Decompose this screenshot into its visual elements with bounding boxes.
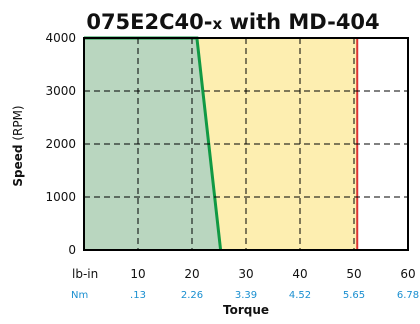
x-tick-label-nm: 2.26 (181, 290, 203, 301)
y-tick-label: 0 (68, 243, 76, 257)
x-tick-label-nm: 3.39 (235, 290, 257, 301)
x-axis-label: Torque (223, 303, 269, 317)
x-tick-label-lbin: 50 (346, 267, 361, 281)
x-unit-nm-label: Nm (71, 290, 88, 301)
x-tick-label-nm: 5.65 (343, 290, 365, 301)
y-tick-label: 4000 (45, 31, 76, 45)
x-tick-label-lbin: 60 (400, 267, 415, 281)
x-tick-label-lbin: 30 (238, 267, 253, 281)
y-tick-label: 3000 (45, 84, 76, 98)
x-tick-label-lbin: 10 (130, 267, 145, 281)
y-tick-label: 1000 (45, 190, 76, 204)
x-tick-label-nm: .13 (130, 290, 146, 301)
plot-frame (83, 37, 409, 251)
y-axis-label: Speed (RPM) (11, 105, 25, 186)
x-tick-label-lbin: 20 (184, 267, 199, 281)
chart-title: 075E2C40-x with MD-404 (86, 10, 379, 34)
x-tick-label-lbin: 40 (292, 267, 307, 281)
x-tick-label-nm: 4.52 (289, 290, 311, 301)
x-tick-label-nm: 6.78 (397, 290, 419, 301)
x-unit-lbin-label: lb-in (72, 267, 98, 281)
y-tick-label: 2000 (45, 137, 76, 151)
